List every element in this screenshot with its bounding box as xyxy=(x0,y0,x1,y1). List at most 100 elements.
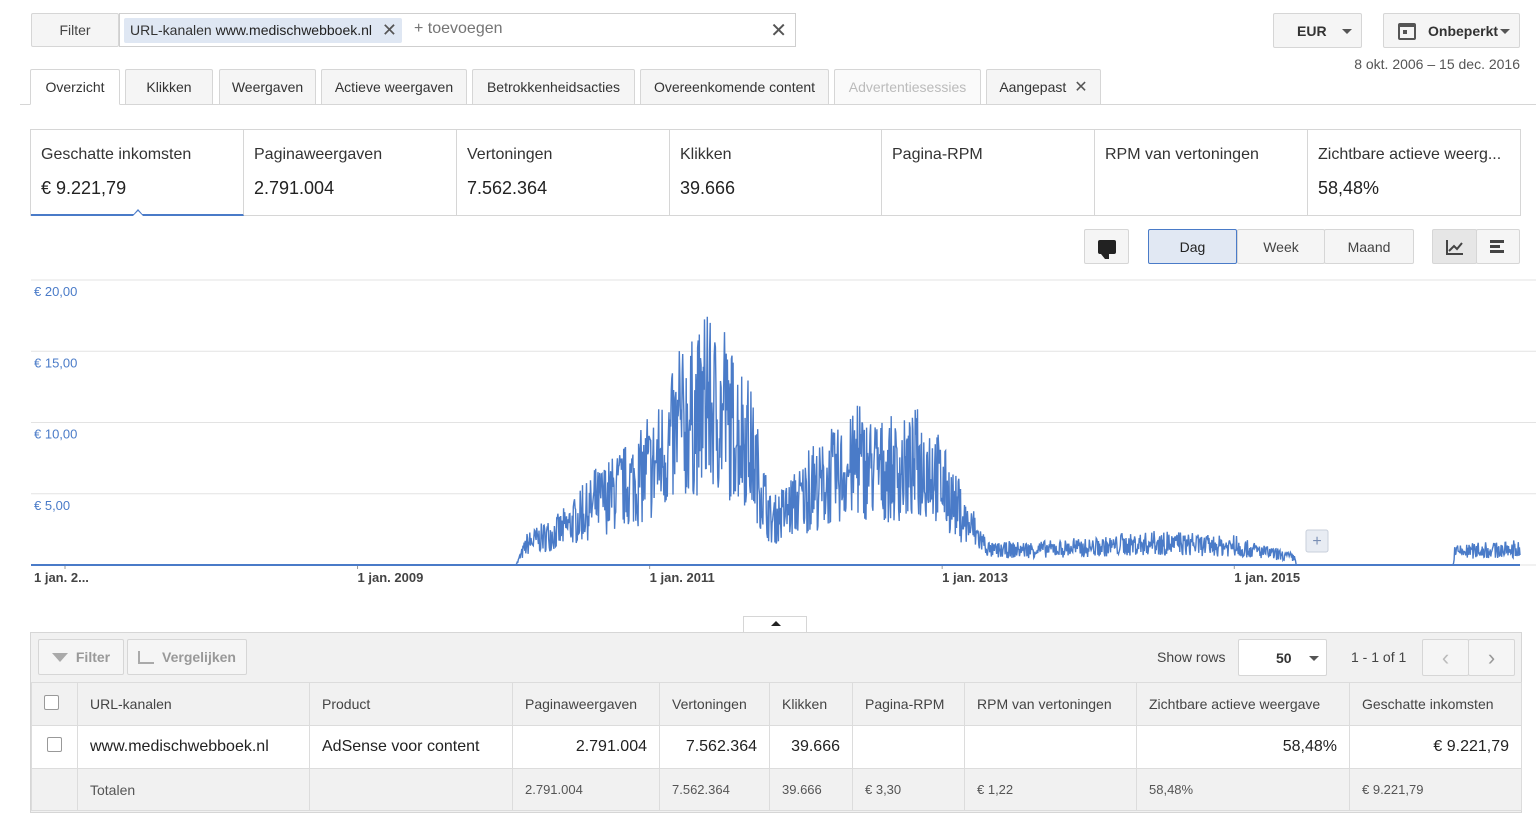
column-header[interactable]: URL-kanalen xyxy=(77,682,310,726)
chart-series-line xyxy=(31,316,1521,566)
url-channel-link[interactable]: www.medischwebboek.nl xyxy=(77,725,310,769)
tab-overzicht[interactable]: Overzicht xyxy=(30,69,120,105)
tab-label: Aangepast xyxy=(999,79,1067,95)
filter-input-box[interactable]: URL-kanalen www.medischwebboek.nl ✕ ✕ xyxy=(119,13,796,47)
impressions-cell: 7.562.364 xyxy=(659,725,770,769)
bar-chart-view-button[interactable] xyxy=(1476,229,1520,264)
column-header[interactable]: Pagina-RPM xyxy=(852,682,965,726)
column-header[interactable]: Zichtbare actieve weergave xyxy=(1136,682,1350,726)
rows-per-page-value: 50 xyxy=(1276,649,1292,666)
metric-value: € 9.221,79 xyxy=(41,178,127,198)
metric-zichtbare-actieve-weergave[interactable]: Zichtbare actieve weerg... 58,48% xyxy=(1308,130,1520,215)
table-filter-button[interactable]: Filter xyxy=(38,639,124,675)
clear-filter-icon[interactable]: ✕ xyxy=(770,20,787,42)
chevron-down-icon xyxy=(1342,29,1352,34)
bar-chart-icon xyxy=(1490,239,1504,253)
earnings-chart[interactable]: € 5,00€ 10,00€ 15,00€ 20,00 1 jan. 2... 1… xyxy=(0,270,1536,600)
calendar-icon xyxy=(1398,23,1416,40)
next-page-button[interactable]: › xyxy=(1468,639,1515,676)
y-axis-ticks: € 5,00 € 10,00 € 15,00 € 20,00 xyxy=(34,284,77,513)
tab-aangepast[interactable]: Aangepast ✕ xyxy=(986,69,1101,105)
totals-cell: € 1,22 xyxy=(964,768,1137,811)
x-axis-ticks: 1 jan. 2... 1 jan. 2009 1 jan. 2011 1 jan. … xyxy=(34,565,1300,585)
date-range-label: 8 okt. 2006 – 15 dec. 2016 xyxy=(1354,56,1520,72)
tab-label: Weergaven xyxy=(231,79,304,95)
comment-icon xyxy=(1097,239,1116,259)
metric-klikken[interactable]: Klikken 39.666 xyxy=(670,130,882,215)
collapse-chart-toggle[interactable] xyxy=(743,616,807,633)
totals-cell: € 3,30 xyxy=(852,768,965,811)
tab-actieve-weergaven[interactable]: Actieve weergaven xyxy=(321,69,467,105)
rows-per-page-select[interactable]: 50 xyxy=(1238,639,1327,676)
totals-cell xyxy=(309,768,513,811)
compare-button[interactable]: Vergelijken xyxy=(127,639,247,675)
select-all-cell[interactable] xyxy=(31,682,78,726)
tab-weergaven[interactable]: Weergaven xyxy=(219,69,316,105)
metric-vertoningen[interactable]: Vertoningen 7.562.364 xyxy=(457,130,670,215)
annotation-add-marker[interactable]: + xyxy=(1305,529,1329,553)
totals-spacer xyxy=(31,768,78,811)
report-table: Filter Vergelijken Show rows 50 1 - 1 of… xyxy=(30,632,1522,813)
tab-klikken[interactable]: Klikken xyxy=(125,69,213,105)
pageviews-cell: 2.791.004 xyxy=(512,725,660,769)
close-icon[interactable]: ✕ xyxy=(1074,79,1088,96)
column-header[interactable]: Vertoningen xyxy=(659,682,770,726)
page-rpm-cell xyxy=(852,725,965,769)
totals-row: Totalen 2.791.004 7.562.364 39.666 € 3,3… xyxy=(31,768,1522,811)
tab-label: Actieve weergaven xyxy=(334,79,454,95)
row-select-cell[interactable] xyxy=(31,725,78,769)
tab-overeenkomende-content[interactable]: Overeenkomende content xyxy=(640,69,829,105)
metric-label: Zichtbare actieve weerg... xyxy=(1318,146,1502,163)
metric-pagina-rpm[interactable]: Pagina-RPM xyxy=(882,130,1095,215)
y-tick-label: € 15,00 xyxy=(34,355,77,370)
metric-value: 58,48% xyxy=(1318,178,1380,198)
granularity-week-button[interactable]: Week xyxy=(1237,229,1325,264)
trend-icon xyxy=(138,650,155,664)
totals-label: Totalen xyxy=(77,768,310,811)
column-header[interactable]: RPM van vertoningen xyxy=(964,682,1137,726)
metric-value: 2.791.004 xyxy=(254,178,335,198)
line-chart-icon xyxy=(1445,239,1463,255)
metric-rpm-vertoningen[interactable]: RPM van vertoningen xyxy=(1095,130,1308,215)
compare-label: Vergelijken xyxy=(162,649,236,665)
x-tick-label: 1 jan. 2011 xyxy=(650,570,715,585)
table-header-row: URL-kanalen Product Paginaweergaven Vert… xyxy=(31,682,1522,726)
x-tick-label: 1 jan. 2009 xyxy=(358,570,424,585)
metric-paginaweergaven[interactable]: Paginaweergaven 2.791.004 xyxy=(244,130,457,215)
tab-label: Klikken xyxy=(146,79,192,95)
totals-cell: 39.666 xyxy=(769,768,853,811)
select-all-checkbox[interactable] xyxy=(44,695,59,710)
annotations-button[interactable] xyxy=(1084,229,1129,264)
metric-label: Pagina-RPM xyxy=(892,146,983,163)
metric-label: Klikken xyxy=(680,146,732,163)
row-checkbox[interactable] xyxy=(47,737,62,752)
y-tick-label: € 10,00 xyxy=(34,427,77,442)
totals-cell: 58,48% xyxy=(1136,768,1350,811)
add-filter-input[interactable] xyxy=(414,20,714,38)
filter-button[interactable]: Filter xyxy=(31,13,119,47)
chevron-left-icon: ‹ xyxy=(1441,644,1450,670)
show-rows-label: Show rows xyxy=(1157,649,1226,665)
metric-label: RPM van vertoningen xyxy=(1105,146,1259,163)
tab-label: Overeenkomende content xyxy=(653,79,816,95)
filter-icon xyxy=(51,652,68,662)
granularity-month-button[interactable]: Maand xyxy=(1324,229,1414,264)
column-header[interactable]: Klikken xyxy=(769,682,853,726)
period-value: Onbeperkt xyxy=(1428,22,1499,39)
x-tick-label: 1 jan. 2... xyxy=(34,570,89,585)
x-tick-label: 1 jan. 2013 xyxy=(942,570,1008,585)
column-header[interactable]: Product xyxy=(309,682,513,726)
metric-geschatte-inkomsten[interactable]: Geschatte inkomsten € 9.221,79 xyxy=(31,130,244,216)
column-header[interactable]: Paginaweergaven xyxy=(512,682,660,726)
granularity-day-button[interactable]: Dag xyxy=(1148,229,1237,264)
column-header[interactable]: Geschatte inkomsten xyxy=(1349,682,1522,726)
metric-label: Vertoningen xyxy=(467,146,553,163)
period-dropdown[interactable]: Onbeperkt xyxy=(1383,13,1520,48)
currency-dropdown[interactable]: EUR xyxy=(1273,13,1362,48)
chevron-right-icon: › xyxy=(1487,644,1496,670)
line-chart-view-button[interactable] xyxy=(1432,229,1477,264)
remove-chip-icon[interactable]: ✕ xyxy=(381,20,398,40)
active-view-cell: 58,48% xyxy=(1136,725,1350,769)
tab-betrokkenheidsacties[interactable]: Betrokkenheidsacties xyxy=(472,69,635,105)
previous-page-button[interactable]: ‹ xyxy=(1422,639,1469,676)
